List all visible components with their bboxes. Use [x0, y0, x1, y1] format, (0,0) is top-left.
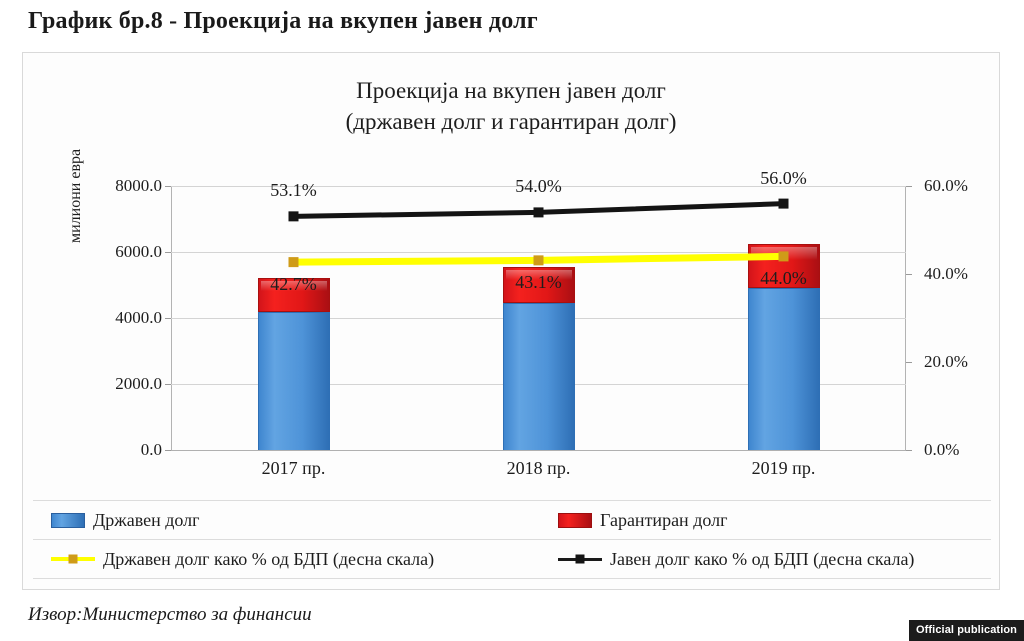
y-axis-tick-label: 6000.0	[115, 242, 162, 261]
data-label: 53.1%	[270, 180, 317, 201]
legend-row-2: Државен долг како % од БДП (десна скала)…	[33, 540, 991, 579]
page-title: График бр.8 - Проекција на вкупен јавен …	[28, 8, 538, 34]
source-note: Извор:Министерство за финансии	[28, 604, 312, 625]
y-axis-tickmark	[165, 252, 171, 253]
legend-item-javen-dolg-bdp[interactable]: Јавен долг како % од БДП (десна скала)	[558, 549, 914, 570]
x-axis-category-label: 2018 пр.	[506, 458, 571, 478]
data-label: 42.7%	[270, 274, 317, 295]
legend-item-garantiran-dolg[interactable]: Гарантиран долг	[558, 510, 727, 531]
y2-axis-tick-label: 60.0%	[924, 176, 968, 195]
legend-swatch-red-icon	[558, 512, 592, 528]
y-axis-tick-label: 8000.0	[115, 176, 162, 195]
legend-line-yellow-icon	[51, 552, 95, 566]
bar-segment[interactable]	[502, 267, 575, 304]
data-label: 44.0%	[760, 268, 807, 289]
y2-axis-tickmark	[906, 186, 912, 187]
y-axis-tick-label: 4000.0	[115, 308, 162, 327]
legend-label: Јавен долг како % од БДП (десна скала)	[610, 548, 915, 569]
y2-axis-tickmark	[906, 362, 912, 363]
y-axis-tickmark	[165, 450, 171, 451]
line-marker[interactable]	[533, 207, 544, 218]
line-marker[interactable]	[288, 257, 299, 268]
y2-axis-tick-label: 40.0%	[924, 264, 968, 283]
x-axis-category-label: 2019 пр.	[751, 458, 816, 478]
chart-title-line1: Проекција на вкупен јавен долг	[356, 78, 666, 103]
y-axis-title: милиони евра	[67, 148, 84, 243]
bar-column[interactable]	[502, 186, 575, 450]
data-label: 54.0%	[515, 176, 562, 197]
line-marker[interactable]	[533, 255, 544, 266]
legend-line-black-icon	[558, 552, 602, 566]
legend-item-drzaven-dolg[interactable]: Државен долг	[33, 510, 558, 531]
gridline	[171, 186, 906, 187]
x-axis-category-label: 2017 пр.	[261, 458, 326, 478]
gridline	[171, 450, 906, 451]
line-marker[interactable]	[778, 251, 789, 262]
chart-title-line2: (државен долг и гарантиран долг)	[345, 109, 677, 134]
y2-axis-tick-label: 0.0%	[924, 440, 960, 459]
legend-label: Државен долг како % од БДП (десна скала)	[103, 548, 435, 569]
bar-segment[interactable]	[502, 303, 575, 450]
legend-item-drzaven-dolg-bdp[interactable]: Државен долг како % од БДП (десна скала)	[33, 549, 558, 570]
y2-axis-tickmark	[906, 450, 912, 451]
line-marker[interactable]	[778, 198, 789, 209]
gridline	[171, 252, 906, 253]
legend-row-1: Државен долг Гарантиран долг	[33, 501, 991, 540]
bar-column[interactable]	[257, 186, 330, 450]
y2-axis-tickmark	[906, 274, 912, 275]
legend-label: Гарантиран долг	[600, 509, 728, 530]
bar-segment[interactable]	[747, 288, 820, 450]
plot-area: 0.0 2000.0 4000.0 6000.0 8000.0 0.0% 20.0% 40.0…	[115, 168, 968, 459]
data-label: 56.0%	[760, 167, 807, 188]
y-axis-tickmark	[165, 384, 171, 385]
legend-swatch-blue-icon	[51, 512, 85, 528]
y2-axis-tick-label: 20.0%	[924, 352, 968, 371]
chart-container: Проекција на вкупен јавен долг (државен …	[22, 52, 1000, 590]
y-axis-tickmark	[165, 318, 171, 319]
data-label: 43.1%	[515, 272, 562, 293]
bar-segment[interactable]	[257, 278, 330, 313]
bar-column[interactable]	[747, 186, 820, 450]
chart-title: Проекција на вкупен јавен долг (државен …	[23, 75, 999, 137]
line-series-layer	[288, 198, 789, 268]
y-axis-tickmark	[165, 186, 171, 187]
line-marker[interactable]	[288, 211, 299, 222]
legend-label: Државен долг	[93, 509, 200, 530]
chart-legend: Државен долг Гарантиран долг Државен дол…	[33, 500, 991, 579]
y-axis-tick-label: 2000.0	[115, 374, 162, 393]
bar-segment[interactable]	[257, 312, 330, 450]
official-publication-badge: Official publication	[908, 620, 1024, 641]
y-axis-tick-label: 0.0	[140, 440, 162, 459]
